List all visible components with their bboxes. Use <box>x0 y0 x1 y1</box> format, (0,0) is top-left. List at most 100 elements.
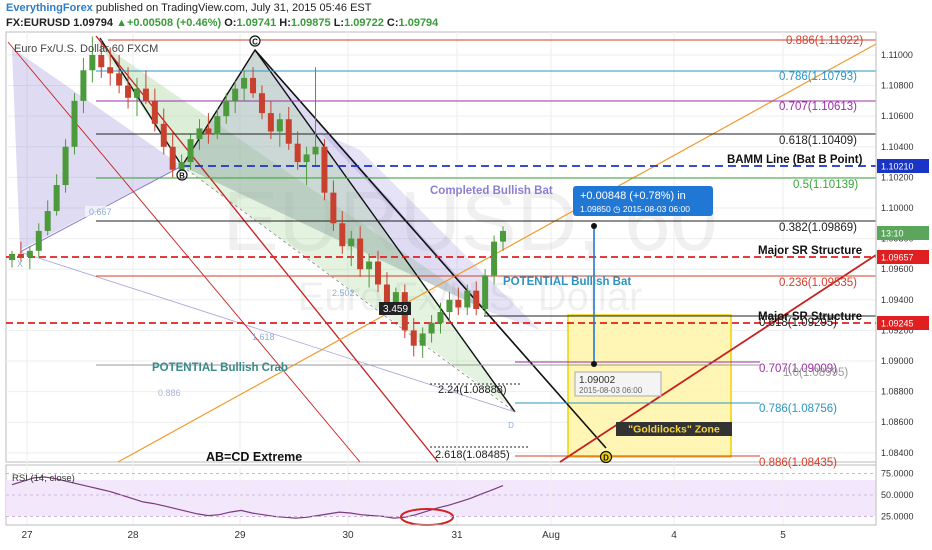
candle-body[interactable] <box>294 143 301 163</box>
candle-body[interactable] <box>250 77 257 94</box>
candle-body[interactable] <box>455 299 462 308</box>
candle-body[interactable] <box>339 223 346 247</box>
candle-body[interactable] <box>241 77 248 89</box>
candle-body[interactable] <box>151 100 158 124</box>
candle-body[interactable] <box>437 312 444 323</box>
candle-body[interactable] <box>446 299 453 313</box>
point-x-label: X <box>17 259 23 269</box>
candle-body[interactable] <box>62 146 69 186</box>
time-tick-label: 5 <box>780 530 786 541</box>
candle-body[interactable] <box>357 238 364 270</box>
measure-label-line2: 1.09850 ◷ 2015-08-03 06:00 <box>580 204 690 214</box>
point-b-marker[interactable] <box>176 169 188 181</box>
candle-body[interactable] <box>267 113 274 132</box>
candle-body[interactable] <box>53 185 60 212</box>
fib-level-label: 0.382(1.09869) <box>779 222 857 234</box>
candle-body[interactable] <box>428 322 435 334</box>
candle-body[interactable] <box>464 290 471 308</box>
candle-body[interactable] <box>35 230 42 251</box>
point-d-marker[interactable] <box>599 450 613 464</box>
candle-body[interactable] <box>366 261 373 270</box>
up-triangle-icon: ▲ <box>116 17 127 29</box>
price-tick-label: 1.08600 <box>881 417 914 427</box>
measure-point-top[interactable] <box>591 223 597 229</box>
candle-body[interactable] <box>312 146 319 155</box>
candle-body[interactable] <box>375 261 382 285</box>
fib-level-label: 0.5(1.10139) <box>793 179 858 191</box>
candle-body[interactable] <box>232 88 239 101</box>
candle-body[interactable] <box>80 70 87 101</box>
candle-body[interactable] <box>482 275 489 309</box>
price-tag-badge <box>877 316 929 330</box>
candle-body[interactable] <box>303 154 310 163</box>
candle-body[interactable] <box>491 241 498 276</box>
fib-level-label: 0.786(1.08756) <box>759 403 837 415</box>
candle-body[interactable] <box>17 253 24 257</box>
publisher-name[interactable]: EverythingForex <box>6 2 93 14</box>
chart-title-label: Euro Fx/U.S. Dollar 60 FXCM <box>14 43 158 55</box>
trend-red-up-line <box>559 254 877 463</box>
candle-body[interactable] <box>44 211 51 231</box>
price-tick-label: 1.10600 <box>881 111 914 121</box>
price-tick-label: 1.10200 <box>881 172 914 182</box>
candle-body[interactable] <box>410 330 417 346</box>
ratio-2502-label: 2.502 <box>332 288 355 298</box>
chart-header: EverythingForex published on TradingView… <box>0 0 932 32</box>
candle-body[interactable] <box>142 88 149 101</box>
symbol-label[interactable]: FX:EURUSD <box>6 17 71 29</box>
candle-body[interactable] <box>196 128 203 140</box>
goldilocks-label-box <box>616 422 732 436</box>
symbol-quote-line: FX:EURUSD 1.09794 ▲+0.00508 (+0.46%) O:1… <box>6 17 438 29</box>
candle-body[interactable] <box>187 139 194 163</box>
candle-body[interactable] <box>276 119 283 132</box>
candle-body[interactable] <box>383 284 390 303</box>
time-tick-label: 30 <box>342 530 354 541</box>
candle-body[interactable] <box>330 192 337 224</box>
candle-body[interactable] <box>133 88 140 98</box>
bamm-label: BAMM Line (Bat B Point) <box>727 154 863 166</box>
price-axis[interactable]: 1.11000 1.10800 1.10600 1.10400 1.10200 1.100… <box>875 32 914 525</box>
major-sr-label-2: Major SR Structure <box>758 311 862 323</box>
fib-level-label-faded: 1.0(1.08995) <box>783 367 848 379</box>
candle-body[interactable] <box>500 230 506 242</box>
time-tick-label: 27 <box>21 530 33 541</box>
price-tick-label: 1.11000 <box>881 50 913 60</box>
candle-body[interactable] <box>89 54 96 71</box>
candle-body[interactable] <box>205 128 212 135</box>
candle-body[interactable] <box>178 162 185 170</box>
potential-crab-label: POTENTIAL Bullish Crab <box>152 362 288 374</box>
measure-point-bottom[interactable] <box>591 361 597 367</box>
candle-body[interactable] <box>9 253 15 261</box>
bat-pattern-fill-green <box>96 40 490 312</box>
candle-body[interactable] <box>214 116 221 135</box>
price-tag-label: 1.09657 <box>881 253 914 263</box>
rsi-tick-label: 50.0000 <box>881 490 914 500</box>
candle-body[interactable] <box>160 123 167 147</box>
candle-body[interactable] <box>107 67 114 74</box>
completed-bat-label: Completed Bullish Bat <box>430 185 553 197</box>
candle-body[interactable] <box>392 292 399 303</box>
candle-body[interactable] <box>285 119 292 144</box>
candle-body[interactable] <box>348 238 355 247</box>
time-axis[interactable]: 27 28 29 30 31 Aug 4 5 <box>6 524 876 541</box>
price-tag-label: 1.10210 <box>881 162 914 172</box>
candle-body[interactable] <box>419 333 426 346</box>
candle-body[interactable] <box>116 73 123 86</box>
rsi-tick-label: 25.0000 <box>881 511 914 521</box>
point-c-marker[interactable] <box>249 35 261 47</box>
candle-body[interactable] <box>473 290 480 309</box>
candle-body[interactable] <box>169 146 176 170</box>
pattern-leg-lines <box>99 37 516 413</box>
candle-body[interactable] <box>223 100 230 117</box>
published-text: published on TradingView.com, July 31, 2… <box>95 2 372 14</box>
candle-body[interactable] <box>321 146 328 193</box>
candle-body[interactable] <box>98 54 105 68</box>
candle-body[interactable] <box>125 85 132 98</box>
candle-body[interactable] <box>26 250 33 257</box>
candle-body[interactable] <box>258 93 265 114</box>
candle-body[interactable] <box>71 100 78 147</box>
close-value: 1.09794 <box>398 17 439 29</box>
point-b-label: B <box>179 172 185 181</box>
time-tick-label: Aug <box>542 530 560 541</box>
